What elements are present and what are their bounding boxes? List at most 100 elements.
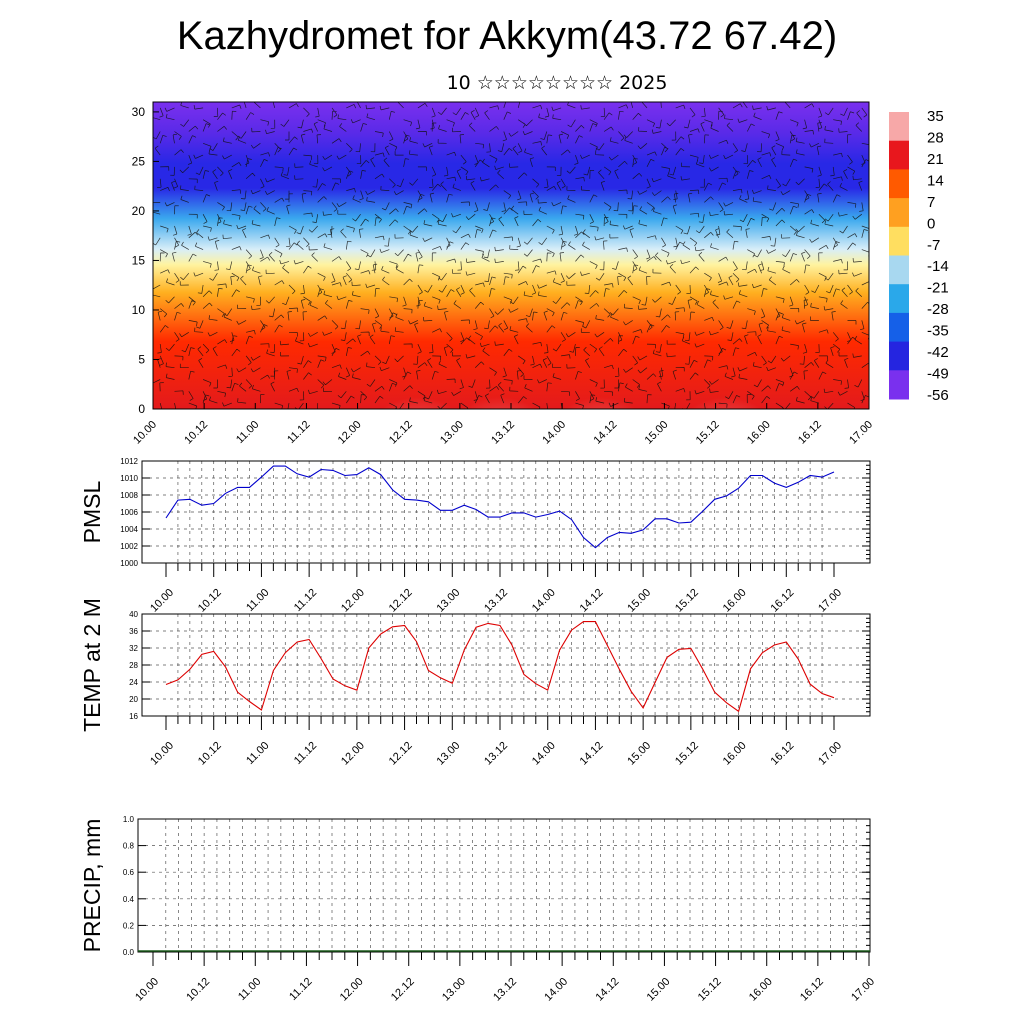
- y-tick-label: 0.6: [123, 868, 135, 877]
- x-tick-label: 17.00: [847, 419, 875, 447]
- colorbar-label: -56: [927, 387, 949, 404]
- x-tick-label: 10.00: [131, 419, 159, 447]
- grid: [138, 819, 870, 952]
- y-tick-label: 15: [132, 253, 146, 267]
- heat-maximum: [545, 349, 656, 409]
- x-tick-label: 15.00: [643, 419, 671, 447]
- y-tick-label: 20: [129, 695, 138, 704]
- colorbar-swatch: [889, 370, 909, 400]
- x-tick-label: 10.00: [148, 740, 176, 768]
- y-tick-label: 24: [129, 678, 138, 687]
- x-tick-label: 13.00: [434, 587, 462, 615]
- x-tick-label: 14.12: [578, 587, 606, 615]
- y-tick-label: 36: [129, 627, 138, 636]
- colorbar-swatch: [889, 112, 909, 142]
- grid: [142, 614, 870, 716]
- x-tick-label: 10.12: [196, 740, 224, 768]
- surface-heat-maxima: [362, 349, 781, 409]
- temp-panel: 16 20 24 28 32 36 40 10.00 10.12 11.00 11.12 12.00 1…: [79, 598, 871, 768]
- x-tick-label: 16.12: [768, 587, 796, 615]
- colorbar-label: 7: [927, 194, 935, 211]
- colorbar-label: 35: [927, 108, 944, 125]
- x-tick-label: 14.00: [540, 419, 568, 447]
- x-tick-label: 15.00: [625, 740, 653, 768]
- x-tick-label: 14.00: [530, 740, 558, 768]
- colorbar-label: 14: [927, 172, 944, 189]
- y-axis-label: PMSL: [79, 480, 105, 543]
- x-tick-label: 11.12: [287, 976, 314, 1003]
- wind-barb-field: [153, 102, 869, 409]
- chart-subtitle: 10 ☆☆☆☆☆☆☆☆ 2025: [446, 72, 668, 94]
- y-tick-label: 1004: [120, 525, 138, 534]
- temp-line: [165, 621, 835, 713]
- cross-section-panel: 0 5 10 15 20 25 30 10.00 10.12 11.00 11.12 12.00 12.…: [131, 101, 875, 447]
- x-tick-label: 14.00: [542, 976, 570, 1004]
- colorbar-label: -28: [927, 301, 949, 318]
- y-tick-label: 0.0: [123, 948, 135, 957]
- x-tick-label: 10.12: [196, 587, 224, 615]
- y-tick-label: 5: [138, 352, 145, 366]
- colorbar-label: -35: [927, 323, 949, 340]
- y-tick-label: 25: [132, 154, 146, 168]
- x-tick-label: 10.12: [182, 419, 210, 447]
- x-tick-label: 13.12: [489, 419, 517, 447]
- x-tick-label: 12.00: [339, 740, 367, 768]
- x-tick-label: 11.00: [236, 976, 263, 1003]
- y-tick-label: 0: [138, 402, 145, 416]
- pmsl-line: [165, 465, 835, 549]
- x-tick-label: 11.12: [285, 419, 312, 446]
- x-tick-label: 13.12: [491, 976, 519, 1004]
- chart-title: Kazhydromet for Akkym(43.72 67.42): [176, 14, 838, 58]
- x-tick-label: 16.12: [798, 976, 826, 1004]
- x-tick-label: 12.12: [387, 587, 415, 615]
- x-tick-label: 11.12: [292, 740, 319, 767]
- y-tick-label: 1000: [120, 559, 138, 568]
- y-tick-label: 1.0: [123, 815, 135, 824]
- wind-barbs: [153, 102, 869, 409]
- heat-maximum: [445, 349, 556, 409]
- x-tick-label: 10.12: [184, 976, 212, 1004]
- colorbar-swatch: [889, 255, 909, 285]
- x-tick-label: 15.12: [673, 587, 701, 615]
- x-tick-label: 14.12: [593, 976, 621, 1004]
- x-tick-label: 13.00: [440, 976, 468, 1004]
- colorbar-label: -42: [927, 344, 949, 361]
- colorbar-label: -49: [927, 366, 949, 383]
- colorbar-swatch: [889, 169, 909, 199]
- colorbar-swatch: [889, 140, 909, 170]
- pmsl-panel: 1000 1002 1004 1006 1008 1010 1012 10.00 10.12 11…: [79, 457, 871, 615]
- x-tick-label: 17.00: [816, 740, 844, 768]
- x-tick-label: 12.12: [389, 976, 417, 1004]
- x-tick-label: 12.12: [387, 419, 415, 447]
- colorbar-swatch: [889, 284, 909, 314]
- y-tick-label: 0.4: [123, 895, 135, 904]
- x-tick-label: 16.12: [796, 419, 824, 447]
- y-tick-label: 1006: [120, 508, 138, 517]
- colorbar-label: 21: [927, 151, 944, 168]
- y-tick-label: 1008: [120, 491, 138, 500]
- precip-panel: 0.0 0.2 0.4 0.6 0.8 1.0 10.00 10.12 11.00 11.12 12…: [79, 815, 877, 1004]
- x-tick-label: 16.00: [721, 740, 749, 768]
- y-tick-label: 0.2: [123, 921, 135, 930]
- x-tick-label: 11.00: [244, 740, 271, 767]
- y-axis-label: PRECIP, mm: [79, 819, 105, 953]
- x-tick-label: 13.12: [482, 587, 510, 615]
- x-tick-label: 14.12: [591, 419, 619, 447]
- x-tick-label: 16.00: [747, 976, 775, 1004]
- colorbar-label: 28: [927, 129, 944, 146]
- x-tick-label: 13.00: [438, 419, 466, 447]
- x-tick-label: 15.00: [625, 587, 653, 615]
- x-tick-label: 12.00: [338, 976, 366, 1004]
- x-tick-label: 10.00: [148, 587, 176, 615]
- x-tick-label: 15.12: [696, 976, 724, 1004]
- colorbar-swatch: [889, 312, 909, 343]
- y-tick-label: 1012: [120, 457, 138, 466]
- colorbar-swatch: [889, 226, 909, 256]
- colorbar-swatch: [889, 341, 909, 371]
- colorbar: 35 28 21 14 7 0 -7 -14 -21 -28 -35 -42 -49 -56: [889, 108, 949, 404]
- y-tick-label: 10: [132, 303, 146, 317]
- x-tick-label: 16.00: [745, 419, 773, 447]
- x-tick-label: 11.00: [244, 587, 271, 614]
- x-tick-label: 11.00: [234, 419, 261, 446]
- x-tick-label: 15.12: [673, 740, 701, 768]
